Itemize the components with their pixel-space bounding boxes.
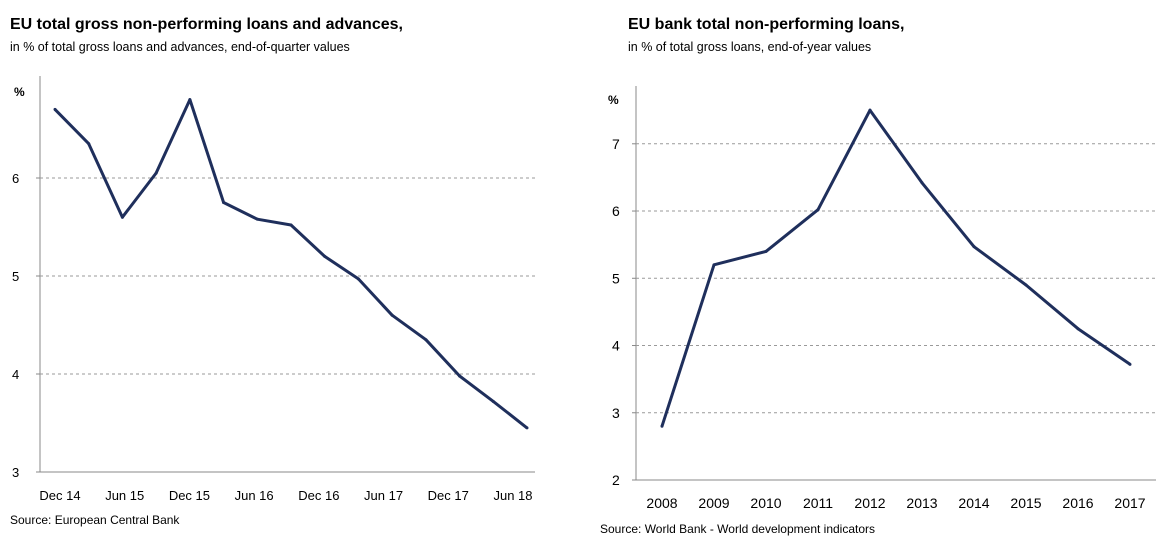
data-point <box>120 215 124 219</box>
chart-panel-eu-npl-quarterly: EU total gross non-performing loans and … <box>10 16 535 527</box>
data-point <box>1024 283 1028 287</box>
y-axis-unit-label: % <box>14 85 25 99</box>
y-tick-label: 6 <box>612 203 620 219</box>
data-point <box>868 108 872 112</box>
data-point <box>1076 327 1080 331</box>
data-point <box>255 217 259 221</box>
data-point <box>458 374 462 378</box>
data-point <box>356 277 360 281</box>
y-tick-label: 4 <box>612 338 620 354</box>
data-point <box>764 249 768 253</box>
y-tick-label: 4 <box>12 367 19 382</box>
data-point <box>222 201 226 204</box>
x-tick-label: 2011 <box>803 495 833 511</box>
x-tick-label: Dec 16 <box>298 488 339 503</box>
data-point <box>972 245 976 249</box>
series-line <box>660 108 1131 427</box>
x-tick-label: 2010 <box>750 495 781 511</box>
data-point <box>188 98 192 102</box>
data-point <box>154 171 158 175</box>
data-point <box>660 424 664 428</box>
chart-source: Source: World Bank - World development i… <box>600 522 876 536</box>
data-point <box>920 181 924 185</box>
x-tick-label: 2016 <box>1062 495 1093 511</box>
chart-title: EU bank total non-performing loans, <box>628 16 905 33</box>
data-point <box>816 208 820 212</box>
chart-title: EU total gross non-performing loans and … <box>10 16 403 33</box>
x-tick-label: 2017 <box>1114 495 1145 511</box>
line-chart-yearly: 2 3 4 5 6 7% 2008 2009 2010 2011 2012 2013 2014 2015 2… <box>608 86 1156 511</box>
x-tick-label: 2008 <box>646 495 677 511</box>
x-tick-label: Dec 14 <box>39 488 80 503</box>
data-point <box>525 426 529 430</box>
data-point <box>289 223 293 227</box>
x-tick-label: Jun 18 <box>493 488 532 503</box>
chart-source: Source: European Central Bank <box>10 513 180 527</box>
y-tick-label: 3 <box>12 465 19 480</box>
x-tick-label: Dec 17 <box>428 488 469 503</box>
data-point <box>712 263 716 267</box>
chart-subtitle: in % of total gross loans, end-of-year v… <box>628 40 872 54</box>
x-tick-label: 2009 <box>698 495 729 511</box>
x-tick-label: 2015 <box>1010 495 1041 511</box>
data-point <box>491 399 495 403</box>
data-point <box>1128 362 1132 366</box>
x-tick-label: Jun 15 <box>105 488 144 503</box>
x-tick-label: Dec 15 <box>169 488 210 503</box>
x-tick-label: 2014 <box>958 495 989 511</box>
data-point <box>424 338 428 342</box>
y-axis-unit-label: % <box>608 93 619 107</box>
x-tick-label: 2013 <box>906 495 937 511</box>
y-tick-label: 5 <box>612 270 620 286</box>
chart-subtitle: in % of total gross loans and advances, … <box>10 40 350 54</box>
y-tick-label: 3 <box>612 405 620 421</box>
series-line <box>53 98 528 430</box>
y-tick-label: 6 <box>12 171 19 186</box>
y-tick-label: 7 <box>612 136 620 152</box>
data-point <box>323 254 327 258</box>
x-tick-label: Jun 16 <box>235 488 274 503</box>
data-point <box>87 142 91 146</box>
chart-panel-eu-npl-yearly: EU bank total non-performing loans, in %… <box>578 0 1156 540</box>
data-point <box>390 313 394 317</box>
line-chart-quarterly: 3 4 5 6% Dec 14 Jun 15 Dec 15 Jun 16 Dec 16 Jun 1… <box>12 76 535 503</box>
x-tick-label: Jun 17 <box>364 488 403 503</box>
x-tick-label: 2012 <box>854 495 885 511</box>
data-point <box>53 107 57 111</box>
y-tick-label: 5 <box>12 269 19 284</box>
y-tick-label: 2 <box>612 472 620 488</box>
